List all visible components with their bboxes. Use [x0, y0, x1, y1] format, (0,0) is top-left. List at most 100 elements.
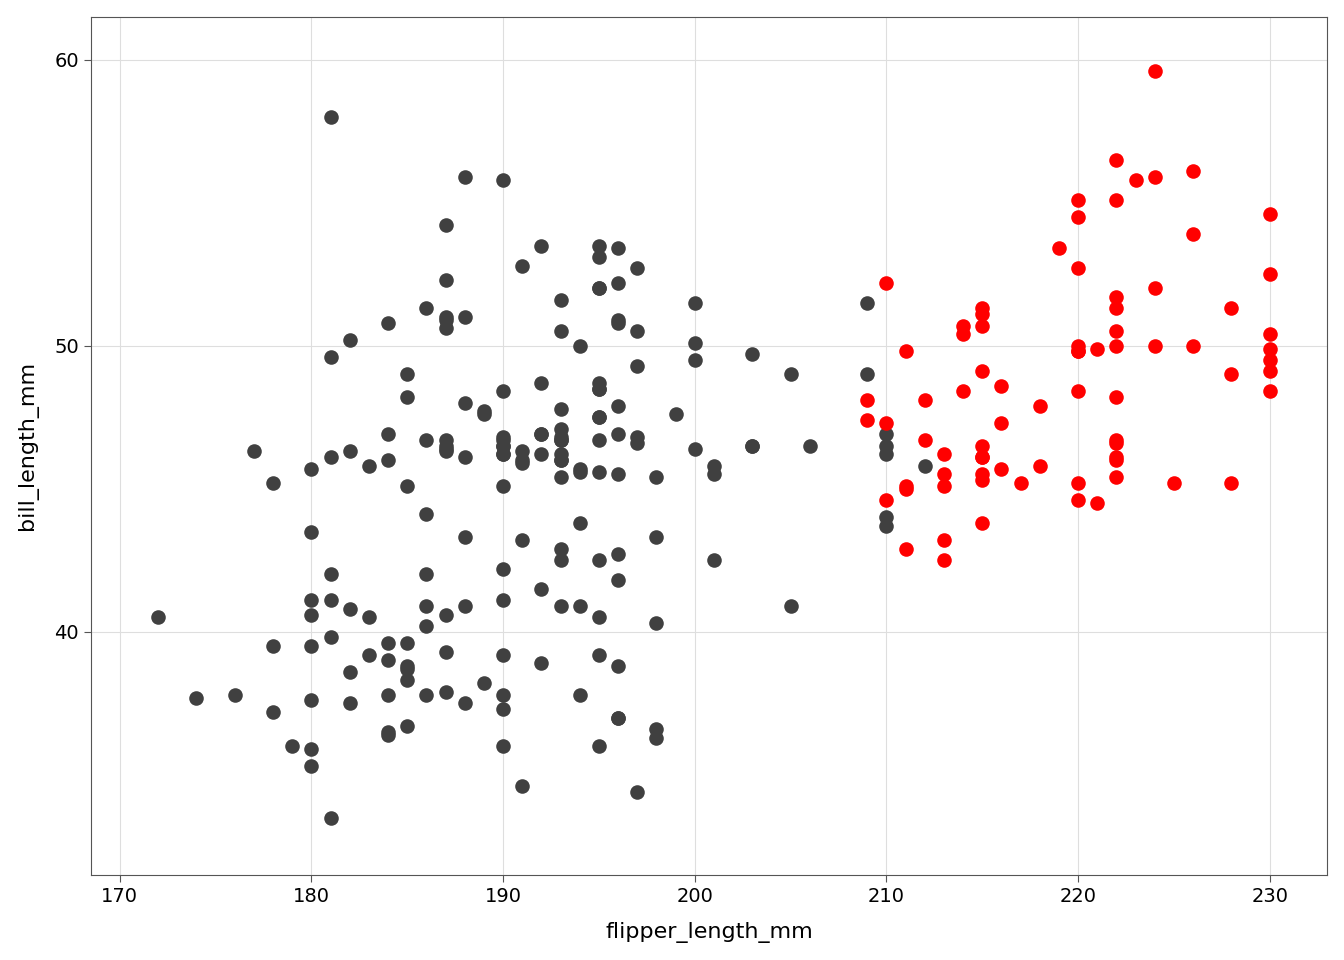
Point — [550, 541, 571, 557]
Point — [1259, 326, 1281, 342]
Point — [914, 458, 935, 473]
Point — [434, 607, 456, 622]
Point — [262, 704, 284, 719]
Point — [492, 738, 513, 754]
Point — [645, 615, 667, 631]
Point — [396, 636, 418, 651]
Point — [589, 647, 610, 662]
Point — [1048, 241, 1070, 256]
Point — [550, 401, 571, 417]
Point — [626, 435, 648, 450]
Point — [589, 238, 610, 253]
Point — [378, 636, 399, 651]
Point — [512, 452, 534, 468]
Point — [1144, 63, 1165, 79]
Point — [933, 533, 954, 548]
Point — [434, 321, 456, 336]
Point — [742, 347, 763, 362]
Point — [550, 429, 571, 444]
Point — [415, 507, 437, 522]
Point — [378, 653, 399, 668]
Point — [798, 438, 820, 453]
Point — [1163, 475, 1184, 491]
Point — [972, 467, 993, 482]
Point — [569, 338, 590, 353]
Point — [185, 690, 207, 706]
Point — [1067, 384, 1089, 399]
Point — [1086, 495, 1107, 511]
Point — [607, 312, 629, 327]
Point — [972, 318, 993, 333]
Point — [434, 273, 456, 288]
Point — [339, 696, 360, 711]
Point — [492, 647, 513, 662]
Point — [1067, 261, 1089, 276]
Point — [1106, 432, 1128, 447]
Point — [415, 687, 437, 703]
Point — [492, 446, 513, 462]
Point — [1106, 449, 1128, 465]
Point — [1220, 475, 1242, 491]
Point — [492, 446, 513, 462]
Point — [876, 510, 898, 525]
Point — [492, 432, 513, 447]
Point — [607, 241, 629, 256]
Point — [1106, 289, 1128, 304]
Point — [1259, 384, 1281, 399]
Point — [396, 661, 418, 677]
Point — [473, 404, 495, 420]
Point — [454, 169, 476, 184]
Point — [914, 393, 935, 408]
Point — [1144, 169, 1165, 184]
Point — [1220, 367, 1242, 382]
Point — [607, 709, 629, 725]
Point — [607, 709, 629, 725]
Point — [589, 381, 610, 396]
Point — [396, 718, 418, 733]
Point — [358, 647, 379, 662]
Point — [569, 464, 590, 479]
Point — [378, 426, 399, 442]
Point — [1067, 192, 1089, 207]
Point — [512, 444, 534, 459]
Point — [434, 438, 456, 453]
Point — [492, 592, 513, 608]
Point — [339, 664, 360, 680]
Point — [301, 592, 323, 608]
Point — [589, 375, 610, 391]
Point — [1259, 352, 1281, 368]
Point — [1220, 300, 1242, 316]
Point — [1106, 390, 1128, 405]
Point — [972, 449, 993, 465]
Point — [243, 444, 265, 459]
Point — [589, 381, 610, 396]
Point — [972, 300, 993, 316]
Point — [856, 393, 878, 408]
Point — [876, 492, 898, 508]
Point — [1009, 475, 1031, 491]
Point — [550, 469, 571, 485]
Point — [531, 446, 552, 462]
Point — [301, 607, 323, 622]
Point — [876, 415, 898, 430]
Point — [1183, 338, 1204, 353]
Point — [589, 610, 610, 625]
Point — [876, 438, 898, 453]
Point — [972, 516, 993, 531]
Point — [589, 553, 610, 568]
Point — [607, 572, 629, 588]
Point — [1259, 267, 1281, 282]
Point — [434, 441, 456, 456]
Point — [550, 420, 571, 436]
X-axis label: flipper_length_mm: flipper_length_mm — [605, 923, 813, 944]
Point — [703, 467, 724, 482]
Point — [684, 441, 706, 456]
Point — [1106, 192, 1128, 207]
Point — [626, 429, 648, 444]
Point — [301, 758, 323, 774]
Point — [434, 218, 456, 233]
Point — [607, 398, 629, 414]
Point — [589, 410, 610, 425]
Point — [454, 696, 476, 711]
Point — [856, 367, 878, 382]
